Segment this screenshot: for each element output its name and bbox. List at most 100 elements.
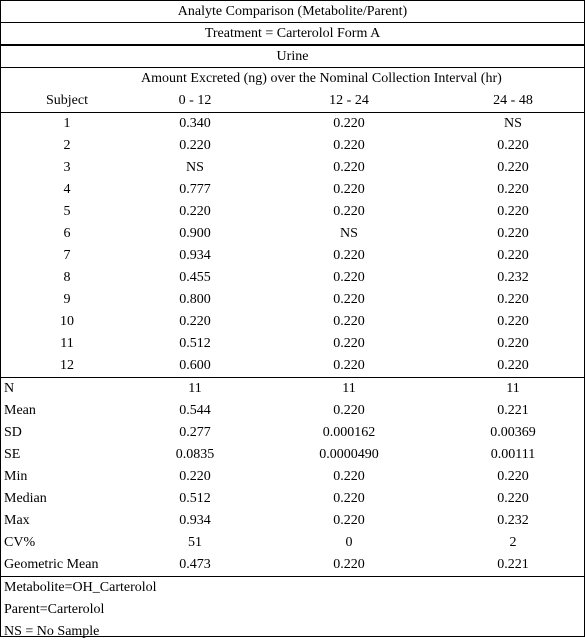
value-24-48: 0.220 bbox=[497, 292, 529, 307]
value-12-24: 0.220 bbox=[333, 204, 365, 219]
table-row: 6 0.900 NS 0.220 bbox=[1, 223, 584, 245]
stat-row: Max 0.934 0.220 0.232 bbox=[1, 510, 584, 532]
stat-label: Mean bbox=[4, 403, 36, 418]
treatment-label: Treatment = Carterolol Form A bbox=[1, 23, 584, 46]
stat-value-24-48: 11 bbox=[506, 381, 520, 396]
summary-statistics: N 11 11 11 Mean 0.544 0.220 0.221 SD 0.277 0.00016… bbox=[1, 378, 584, 576]
stat-label: SE bbox=[4, 447, 21, 462]
stat-value-0-12: 0.544 bbox=[179, 403, 211, 418]
stat-label: Geometric Mean bbox=[4, 557, 99, 572]
stat-value-24-48: 0.00111 bbox=[490, 447, 536, 462]
subject-id: 1 bbox=[63, 116, 71, 131]
stat-label: Min bbox=[4, 469, 28, 484]
value-12-24: 0.220 bbox=[333, 314, 365, 329]
value-12-24: 0.220 bbox=[333, 116, 365, 131]
value-12-24: 0.220 bbox=[333, 248, 365, 263]
value-12-24: 0.220 bbox=[333, 182, 365, 197]
subject-id: 5 bbox=[63, 204, 71, 219]
stat-row: Geometric Mean 0.473 0.220 0.221 bbox=[1, 554, 584, 576]
table-row: 4 0.777 0.220 0.220 bbox=[1, 179, 584, 201]
table-row: 1 0.340 0.220 NS bbox=[1, 113, 584, 135]
subject-id: 2 bbox=[63, 138, 71, 153]
value-24-48: 0.220 bbox=[497, 182, 529, 197]
table-row: 12 0.600 0.220 0.220 bbox=[1, 355, 584, 377]
subject-id: 8 bbox=[63, 270, 71, 285]
value-12-24: 0.220 bbox=[333, 358, 365, 373]
stat-value-24-48: 0.221 bbox=[497, 403, 529, 418]
stat-value-12-24: 0.220 bbox=[333, 557, 365, 572]
subject-column-header: Subject bbox=[46, 93, 88, 108]
stat-row: Min 0.220 0.220 0.220 bbox=[1, 466, 584, 488]
stat-row: SD 0.277 0.000162 0.00369 bbox=[1, 422, 584, 444]
value-12-24: NS bbox=[340, 226, 358, 241]
stat-value-12-24: 0.000162 bbox=[322, 425, 376, 440]
stat-value-12-24: 11 bbox=[342, 381, 356, 396]
subject-id: 10 bbox=[60, 314, 74, 329]
stat-value-0-12: 51 bbox=[188, 535, 202, 550]
stat-value-0-12: 0.512 bbox=[179, 491, 211, 506]
value-0-12: 0.340 bbox=[179, 116, 211, 131]
stat-value-24-48: 2 bbox=[509, 535, 517, 550]
value-12-24: 0.220 bbox=[333, 336, 365, 351]
value-0-12: 0.220 bbox=[179, 314, 211, 329]
value-12-24: 0.220 bbox=[333, 138, 365, 153]
table-row: 8 0.455 0.220 0.232 bbox=[1, 267, 584, 289]
stat-value-12-24: 0.220 bbox=[333, 469, 365, 484]
stat-value-12-24: 0.0000490 bbox=[319, 447, 379, 462]
value-0-12: 0.512 bbox=[179, 336, 211, 351]
value-12-24: 0.220 bbox=[333, 160, 365, 175]
value-24-48: 0.220 bbox=[497, 160, 529, 175]
subject-id: 9 bbox=[63, 292, 71, 307]
stat-value-12-24: 0 bbox=[345, 535, 353, 550]
stat-row: Mean 0.544 0.220 0.221 bbox=[1, 400, 584, 422]
value-0-12: 0.455 bbox=[179, 270, 211, 285]
subject-id: 6 bbox=[63, 226, 71, 241]
value-24-48: 0.220 bbox=[497, 138, 529, 153]
stat-label: Max bbox=[4, 513, 30, 528]
value-0-12: 0.220 bbox=[179, 204, 211, 219]
subject-rows: 1 0.340 0.220 NS 2 0.220 0.220 0.220 3 NS 0.220 0.2… bbox=[1, 113, 584, 378]
table-title: Analyte Comparison (Metabolite/Parent) bbox=[1, 1, 584, 23]
value-0-12: 0.934 bbox=[179, 248, 211, 263]
value-24-48: 0.220 bbox=[497, 248, 529, 263]
stat-value-12-24: 0.220 bbox=[333, 491, 365, 506]
stat-label: Median bbox=[4, 491, 47, 506]
stat-value-0-12: 11 bbox=[188, 381, 202, 396]
table-row: 11 0.512 0.220 0.220 bbox=[1, 333, 584, 355]
subject-id: 12 bbox=[60, 358, 74, 373]
stat-value-24-48: 0.220 bbox=[497, 469, 529, 484]
stat-value-24-48: 0.00369 bbox=[490, 425, 536, 440]
stat-value-24-48: 0.220 bbox=[497, 491, 529, 506]
subject-id: 11 bbox=[60, 336, 74, 351]
stat-value-0-12: 0.473 bbox=[179, 557, 211, 572]
table-row: 3 NS 0.220 0.220 bbox=[1, 157, 584, 179]
value-24-48: 0.220 bbox=[497, 336, 529, 351]
table-row: 7 0.934 0.220 0.220 bbox=[1, 245, 584, 267]
value-24-48: NS bbox=[504, 116, 522, 131]
table-row: 2 0.220 0.220 0.220 bbox=[1, 135, 584, 157]
stat-row: N 11 11 11 bbox=[1, 378, 584, 400]
stat-value-12-24: 0.220 bbox=[333, 513, 365, 528]
interval-0-12-header: 0 - 12 bbox=[178, 93, 212, 108]
interval-caption: Amount Excreted (ng) over the Nominal Co… bbox=[141, 71, 502, 86]
value-12-24: 0.220 bbox=[333, 270, 365, 285]
column-header: Amount Excreted (ng) over the Nominal Co… bbox=[1, 68, 584, 113]
interval-12-24-header: 12 - 24 bbox=[329, 93, 369, 108]
stat-value-24-48: 0.232 bbox=[497, 513, 529, 528]
stat-label: SD bbox=[4, 425, 22, 440]
stat-label: CV% bbox=[4, 535, 36, 550]
stat-value-0-12: 0.277 bbox=[179, 425, 211, 440]
value-0-12: 0.900 bbox=[179, 226, 211, 241]
subject-id: 3 bbox=[63, 160, 71, 175]
stat-value-0-12: 0.934 bbox=[179, 513, 211, 528]
value-0-12: 0.600 bbox=[179, 358, 211, 373]
value-0-12: 0.777 bbox=[179, 182, 211, 197]
value-0-12: 0.220 bbox=[179, 138, 211, 153]
stat-row: SE 0.0835 0.0000490 0.00111 bbox=[1, 444, 584, 466]
subject-id: 7 bbox=[63, 248, 71, 263]
matrix-label: Urine bbox=[1, 46, 584, 68]
value-24-48: 0.220 bbox=[497, 226, 529, 241]
value-12-24: 0.220 bbox=[333, 292, 365, 307]
table-row: 9 0.800 0.220 0.220 bbox=[1, 289, 584, 311]
